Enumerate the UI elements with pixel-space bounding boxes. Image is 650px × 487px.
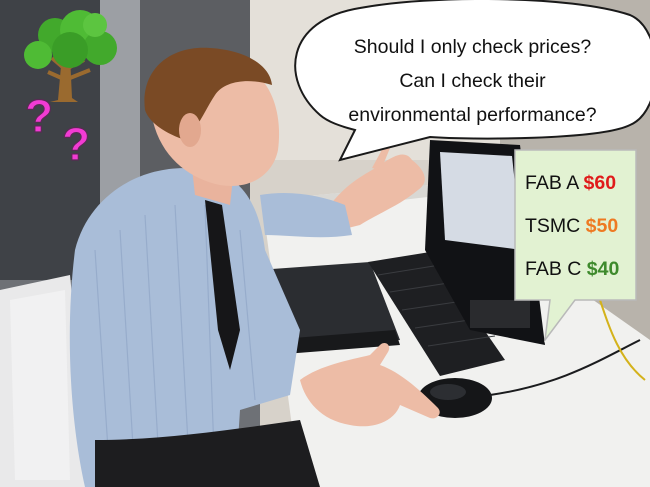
speech-line-1: Should I only check prices? (353, 36, 592, 58)
price-list: FAB A $60 TSMC $50 FAB C $40 (525, 165, 635, 294)
price-callout (514, 149, 637, 343)
question-mark-left: ? (25, 90, 53, 142)
fab-price: $60 (583, 172, 617, 194)
fab-name: FAB C (525, 258, 582, 280)
speech-bubble (294, 0, 650, 162)
fab-price: $40 (586, 258, 620, 280)
price-row-tsmc: TSMC $50 (525, 208, 635, 251)
fab-name: FAB A (525, 172, 579, 194)
price-row-fab-a: FAB A $60 (525, 165, 635, 208)
speech-line-3: environmental performance? (348, 104, 597, 126)
price-row-fab-c: FAB C $40 (525, 251, 635, 294)
speech-line-2: Can I check their (399, 70, 546, 92)
tree-icon (24, 10, 117, 102)
speech-text: Should I only check prices? Can I check … (300, 30, 645, 132)
fab-name: TSMC (525, 215, 581, 237)
fab-price: $50 (585, 215, 619, 237)
question-mark-right: ? (62, 118, 90, 170)
